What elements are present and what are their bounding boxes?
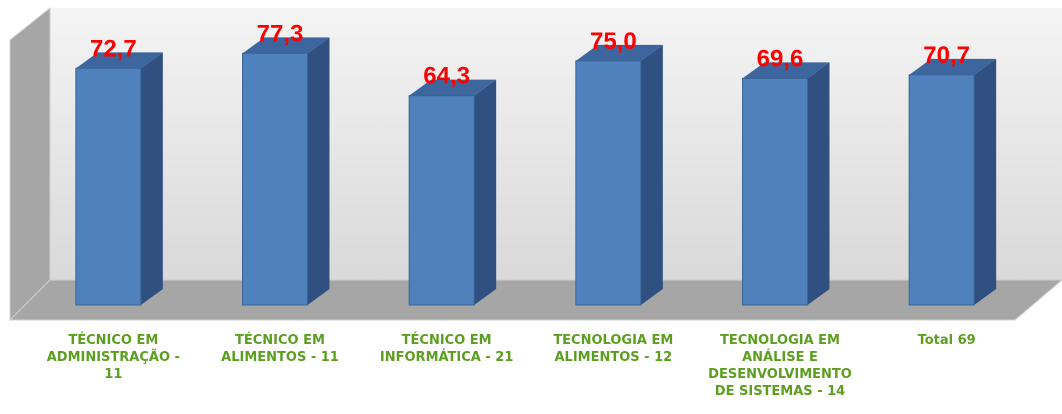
side-wall <box>9 6 51 322</box>
bar <box>908 74 975 306</box>
value-label: 72,7 <box>90 35 137 62</box>
bar-side <box>307 37 330 306</box>
bar-side <box>474 79 497 305</box>
x-tick-label: TÉCNICO EM INFORMÁTICA - 21 <box>379 333 514 365</box>
bar-top <box>575 44 663 61</box>
bar-top <box>75 52 163 69</box>
bar <box>575 60 642 306</box>
bar-side <box>640 44 663 305</box>
x-tick-label: TECNOLOGIA EM ANÁLISE E DESENVOLVIMENTO … <box>708 333 852 399</box>
x-tick-label: TÉCNICO EM ALIMENTOS - 11 <box>221 333 339 365</box>
bar-top <box>909 58 997 75</box>
bar-top <box>742 62 830 79</box>
bar <box>408 95 475 306</box>
bar <box>242 52 308 306</box>
value-label: 70,7 <box>923 42 970 69</box>
value-label: 64,3 <box>423 63 470 90</box>
bar <box>75 67 142 306</box>
value-label: 69,6 <box>757 45 804 72</box>
x-tick-label: TÉCNICO EM ADMINISTRAÇÃO - 11 <box>46 333 180 382</box>
x-tick-label: TECNOLOGIA EM ALIMENTOS - 12 <box>553 333 674 365</box>
bar-top <box>242 37 330 54</box>
value-label: 75,0 <box>590 28 637 55</box>
floor <box>8 279 1062 321</box>
x-tick-label: Total 69 <box>917 333 976 348</box>
bar-side <box>807 62 830 306</box>
bar-side <box>140 52 163 306</box>
bar-side <box>974 58 997 306</box>
bar-top <box>409 79 497 96</box>
value-label: 77,3 <box>257 20 304 47</box>
bar <box>742 77 808 306</box>
